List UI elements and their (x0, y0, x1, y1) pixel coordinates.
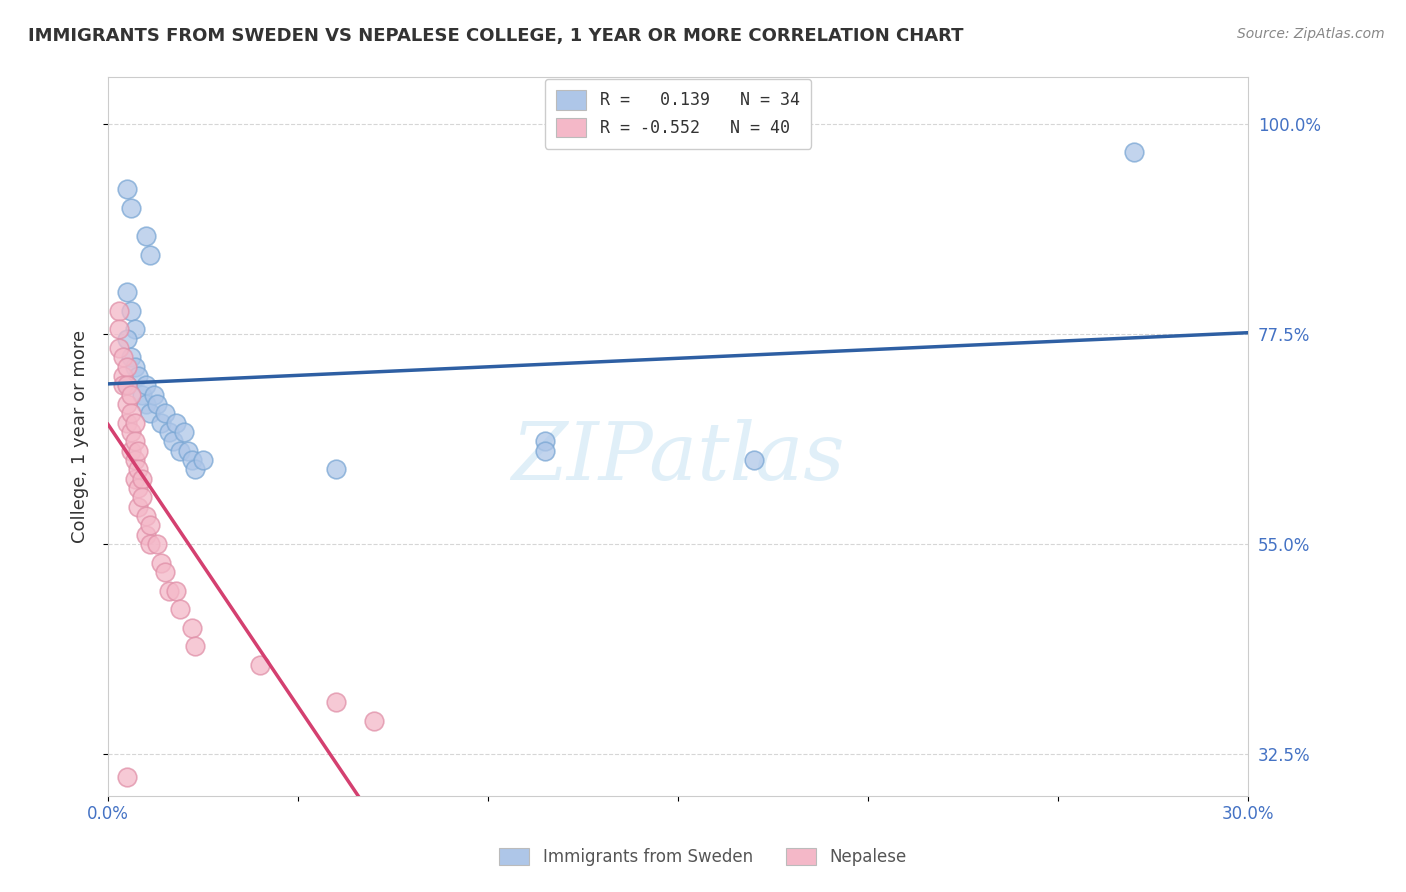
Point (169, 602, 191, 616)
Point (108, 303, 131, 318)
Legend: R =   0.139   N = 34, R = -0.552   N = 40: R = 0.139 N = 34, R = -0.552 N = 40 (544, 78, 811, 149)
Point (120, 351, 142, 365)
Point (150, 556, 173, 570)
Point (180, 453, 202, 467)
Point (120, 303, 142, 318)
Point (124, 359, 146, 374)
Point (742, 453, 765, 467)
Point (139, 537, 162, 551)
Point (127, 481, 149, 495)
Point (127, 368, 149, 383)
Point (162, 434, 184, 449)
Point (157, 425, 180, 439)
Point (135, 527, 157, 541)
Point (165, 416, 187, 430)
Point (124, 322, 146, 336)
Point (115, 770, 138, 784)
Point (115, 359, 138, 374)
Point (115, 378, 138, 392)
Point (1123, 145, 1146, 159)
Point (153, 406, 176, 420)
Point (120, 387, 142, 401)
Point (150, 416, 173, 430)
Point (124, 434, 146, 449)
Y-axis label: College, 1 year or more: College, 1 year or more (72, 330, 89, 543)
Point (139, 406, 162, 420)
Point (177, 443, 200, 458)
Point (120, 425, 142, 439)
Point (142, 387, 165, 401)
Point (127, 443, 149, 458)
Point (325, 462, 347, 476)
Point (135, 397, 157, 411)
Point (249, 658, 271, 673)
Point (131, 387, 153, 401)
Point (165, 583, 187, 598)
Point (135, 378, 157, 392)
Point (534, 434, 557, 449)
Point (184, 640, 207, 654)
Point (325, 696, 347, 710)
Point (120, 406, 142, 420)
Point (139, 518, 162, 533)
Point (115, 378, 138, 392)
Point (115, 332, 138, 346)
Text: ZIPatlas: ZIPatlas (512, 419, 845, 497)
Text: Source: ZipAtlas.com: Source: ZipAtlas.com (1237, 27, 1385, 41)
Point (124, 416, 146, 430)
Point (191, 453, 214, 467)
Point (139, 248, 162, 262)
Point (120, 443, 142, 458)
Text: IMMIGRANTS FROM SWEDEN VS NEPALESE COLLEGE, 1 YEAR OR MORE CORRELATION CHART: IMMIGRANTS FROM SWEDEN VS NEPALESE COLLE… (28, 27, 963, 45)
Point (108, 341, 131, 355)
Point (115, 182, 138, 196)
Point (115, 397, 138, 411)
Point (131, 490, 153, 504)
Legend: Immigrants from Sweden, Nepalese: Immigrants from Sweden, Nepalese (491, 840, 915, 875)
Point (115, 416, 138, 430)
Point (363, 714, 385, 728)
Point (112, 378, 135, 392)
Point (112, 351, 135, 365)
Point (146, 537, 169, 551)
Point (153, 565, 176, 579)
Point (534, 443, 557, 458)
Point (124, 453, 146, 467)
Point (108, 322, 131, 336)
Point (124, 472, 146, 486)
Point (135, 229, 157, 244)
Point (127, 462, 149, 476)
Point (135, 508, 157, 523)
Point (120, 201, 142, 215)
Point (173, 425, 195, 439)
Point (169, 443, 191, 458)
Point (157, 583, 180, 598)
Point (146, 397, 169, 411)
Point (180, 621, 202, 635)
Point (112, 368, 135, 383)
Point (127, 500, 149, 514)
Point (115, 285, 138, 299)
Point (184, 462, 207, 476)
Point (131, 472, 153, 486)
